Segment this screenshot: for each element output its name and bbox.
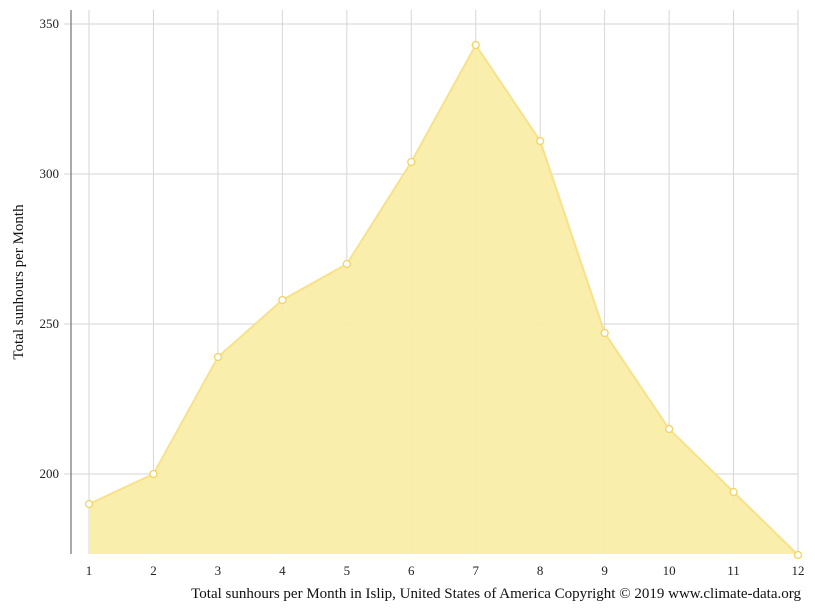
data-point-2 — [149, 469, 158, 479]
data-points — [84, 40, 803, 560]
x-tick-label-1: 1 — [86, 563, 93, 578]
data-point-3 — [213, 352, 223, 362]
x-tick-label-5: 5 — [344, 563, 351, 578]
x-axis-title: Total sunhours per Month in Islip, Unite… — [191, 586, 801, 602]
y-tick-labels: 200 250 300 350 — [40, 16, 60, 481]
y-tick-label-300: 300 — [40, 166, 60, 181]
x-tick-label-10: 10 — [663, 563, 676, 578]
x-tick-label-4: 4 — [279, 563, 286, 578]
data-point-8 — [536, 136, 545, 146]
data-point-5 — [342, 259, 351, 269]
x-tick-label-9: 9 — [601, 563, 608, 578]
data-point-1 — [84, 499, 94, 509]
x-tick-label-7: 7 — [472, 563, 479, 578]
data-point-12 — [793, 550, 803, 560]
x-tick-label-11: 11 — [727, 563, 740, 578]
y-axis-title: Total sunhours per Month — [11, 204, 27, 360]
data-point-9 — [600, 328, 609, 338]
x-tick-labels: 1 2 3 4 5 6 7 8 9 10 11 12 — [86, 563, 805, 578]
series-line — [88, 43, 799, 556]
data-point-7 — [471, 40, 480, 50]
x-tick-label-12: 12 — [792, 563, 805, 578]
y-tick-label-200: 200 — [40, 466, 60, 481]
y-tick-label-250: 250 — [40, 316, 60, 331]
x-tick-label-8: 8 — [537, 563, 544, 578]
data-point-11 — [729, 487, 738, 497]
y-tick-label-350: 350 — [40, 16, 60, 31]
x-tick-label-3: 3 — [215, 563, 222, 578]
data-point-4 — [278, 295, 287, 305]
data-point-10 — [664, 424, 674, 434]
data-point-6 — [407, 157, 416, 167]
x-tick-label-6: 6 — [408, 563, 415, 578]
area-fill — [89, 45, 798, 555]
x-tick-label-2: 2 — [150, 563, 157, 578]
